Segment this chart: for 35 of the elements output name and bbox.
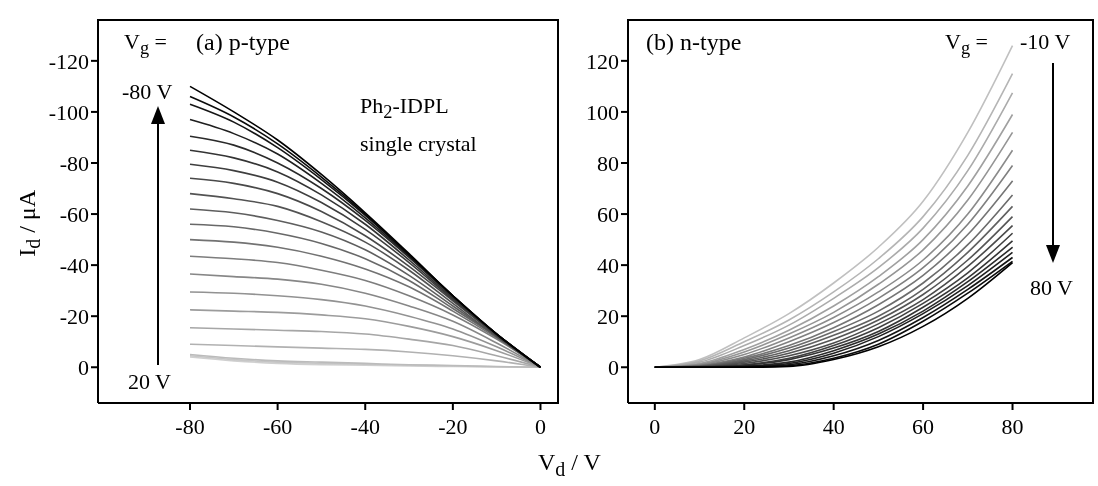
y-tick-label: -100 xyxy=(48,99,89,125)
x-tick-label: -60 xyxy=(262,413,293,439)
x-tick-label: 40 xyxy=(822,413,845,439)
y-tick-label: 0 xyxy=(608,355,619,381)
annotation: -80 V xyxy=(122,79,173,104)
y-tick-label: 0 xyxy=(78,355,89,381)
x-tick-label: -40 xyxy=(350,413,380,439)
chart-title: (a) p-type xyxy=(196,29,290,55)
x-tick-label: 20 xyxy=(733,413,756,439)
y-tick-label: -80 xyxy=(59,150,89,176)
x-axis-title: V$_{d}$ / V xyxy=(538,449,601,481)
x-tick-label: 60 xyxy=(912,413,935,439)
y-tick-label: 100 xyxy=(586,99,619,125)
y-tick-label: 40 xyxy=(597,252,619,278)
y-tick-label: 80 xyxy=(597,150,619,176)
x-tick-label: 0 xyxy=(649,413,661,439)
annotation: V$_{g}$ = xyxy=(124,29,167,61)
y-tick-label: -60 xyxy=(59,201,89,227)
chart-title: (b) n-type xyxy=(646,29,742,55)
x-tick-label: 0 xyxy=(534,413,546,439)
y-tick-label: -20 xyxy=(59,304,89,329)
y-tick-label: -120 xyxy=(48,48,89,74)
x-tick-label: -20 xyxy=(438,413,468,439)
y-tick-label: -40 xyxy=(59,252,89,278)
annotation: V$_{g}$ = xyxy=(945,29,988,61)
annotation: Ph$_{2}$-IDPL xyxy=(360,93,449,125)
annotation: single crystal xyxy=(360,131,477,156)
y-tick-label: 60 xyxy=(597,201,619,227)
x-tick-label: -80 xyxy=(175,413,205,439)
y-tick-label: 120 xyxy=(586,48,619,74)
y-tick-label: 20 xyxy=(597,304,619,329)
x-tick-label: 80 xyxy=(1001,413,1024,439)
annotation: 20 V xyxy=(128,369,171,394)
annotation: -10 V xyxy=(1020,29,1071,54)
annotation: 80 V xyxy=(1030,275,1073,300)
